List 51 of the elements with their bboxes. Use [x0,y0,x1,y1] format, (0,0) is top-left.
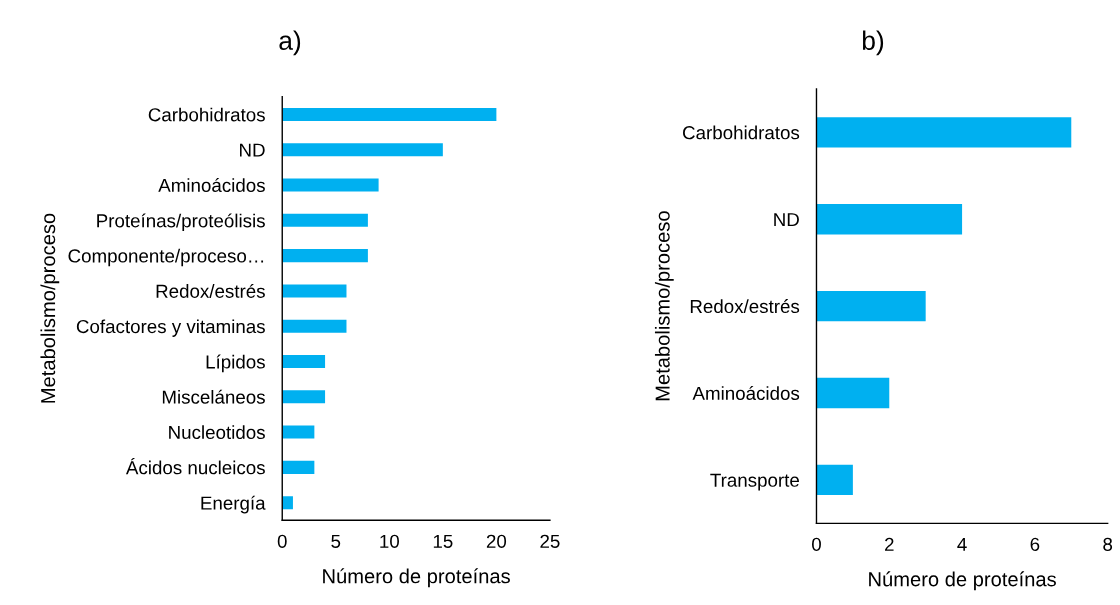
y-tick-label: Cofactores y vitaminas [76,319,265,337]
bar [282,213,368,227]
bar [282,178,379,192]
x-tick-label: 25 [540,534,560,548]
y-tick-label: Lípidos [206,354,265,373]
x-tick-label: 10 [380,534,400,548]
bar [282,107,497,121]
x-tick-label: 6 [1030,537,1040,551]
y-tick-label: Aminoácidos [692,385,800,400]
bar [816,204,963,235]
bar [282,390,326,404]
y-tick-label: Carbohidratos [683,125,800,140]
bar [282,425,315,439]
y-tick-label: Aminoácidos [158,178,265,193]
y-tick-label: ND [774,213,799,227]
y-tick-label: Energía [201,495,266,514]
x-axis-title: Número de proteínas [323,568,510,588]
y-tick-label: Carbohidratos [148,107,265,122]
x-tick-label: 20 [486,534,507,548]
x-tick-label: 0 [277,534,287,548]
y-tick-label: Misceláneos [162,389,265,404]
y-tick-label: Ácidos nucleicos [125,457,265,475]
bar [282,143,443,157]
bar [282,460,315,474]
chart-title: b) [862,30,884,56]
bar [282,496,293,510]
y-tick-label: Transporte [710,473,799,491]
x-tick-label: 15 [433,534,453,548]
bar [282,284,347,298]
chart-title: a) [279,30,301,56]
bar [816,117,1072,148]
bar [816,464,853,496]
y-axis-title: Metabolismo/proceso [40,213,60,403]
bar [282,354,326,369]
bar [816,290,926,322]
y-tick-label: ND [240,143,265,157]
y-tick-label: Redox/estrés [690,299,800,314]
y-tick-label: Nucleotidos [169,425,265,440]
x-axis-title: Número de proteínas [869,571,1056,591]
x-tick-label: 0 [812,537,821,551]
x-tick-label: 5 [331,534,341,548]
y-tick-label: Proteínas/proteólisis [97,213,265,232]
bar [816,377,890,409]
bar [282,319,347,333]
x-tick-label: 4 [957,537,967,551]
y-axis-title: Metabolismo/proceso [654,211,674,401]
bar [282,249,368,263]
x-tick-label: 8 [1103,537,1113,551]
x-tick-label: 2 [885,537,894,551]
y-tick-label: Redox/estrés [156,283,265,298]
y-tick-label: Componente/proceso… [68,248,264,267]
